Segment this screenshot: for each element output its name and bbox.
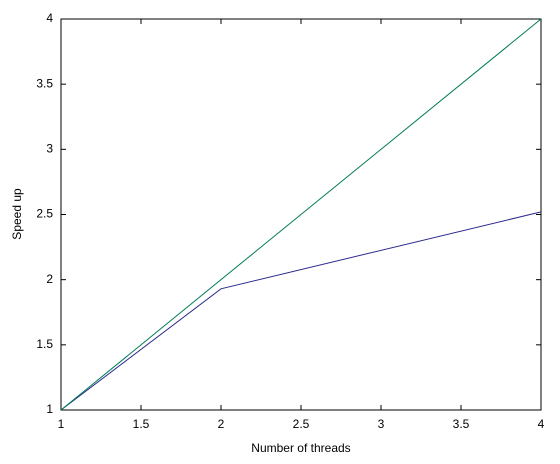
x-tick-label: 2 [218, 417, 225, 431]
x-axis-label: Number of threads [251, 441, 350, 455]
x-tick-label: 1.5 [133, 417, 150, 431]
x-tick-label: 4 [538, 417, 545, 431]
y-tick-label: 1 [46, 402, 53, 416]
y-tick-label: 3 [46, 142, 53, 156]
x-tick-label: 3 [378, 417, 385, 431]
y-tick-label: 4 [46, 11, 53, 25]
y-tick-label: 2 [46, 272, 53, 286]
series-line [60, 211, 542, 411]
x-tick-label: 1 [58, 417, 65, 431]
y-axis-label: Speed up [10, 188, 24, 240]
y-tick-label: 2.5 [36, 207, 53, 221]
x-tick-label: 3.5 [453, 417, 470, 431]
y-tick-label: 3.5 [36, 76, 53, 90]
y-tick-label: 1.5 [36, 337, 53, 351]
series-line [60, 18, 542, 411]
x-tick-label: 2.5 [293, 417, 310, 431]
